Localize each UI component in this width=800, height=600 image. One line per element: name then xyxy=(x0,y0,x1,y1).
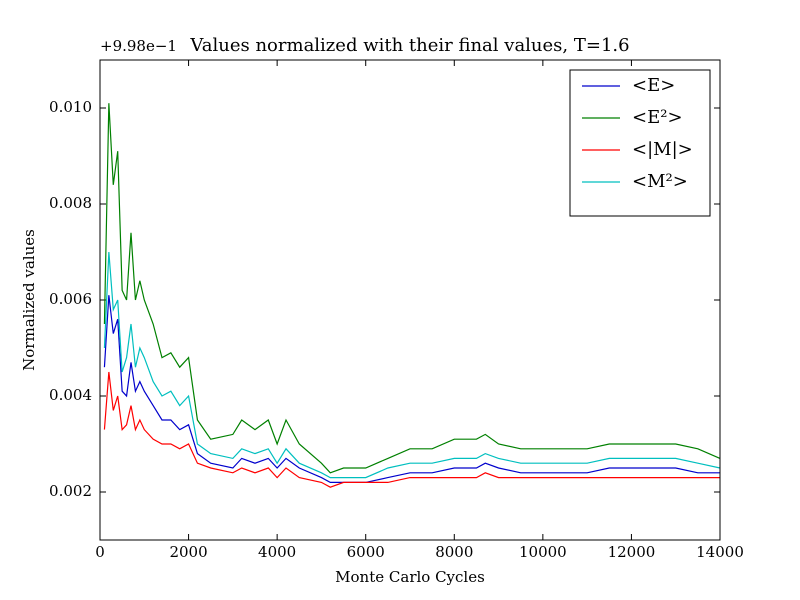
legend-label: <|M|> xyxy=(632,139,693,160)
y-tick-label: 0.010 xyxy=(49,98,92,116)
x-tick-label: 8000 xyxy=(435,543,473,561)
offset-label: +9.98e−1 xyxy=(100,37,177,55)
series-line xyxy=(103,103,721,474)
series-line xyxy=(103,295,720,483)
x-tick-label: 6000 xyxy=(347,543,385,561)
y-tick-label: 0.004 xyxy=(49,386,92,404)
x-tick-label: 4000 xyxy=(258,543,296,561)
y-tick-label: 0.008 xyxy=(49,194,92,212)
series-line xyxy=(103,371,720,488)
y-tick-label: 0.006 xyxy=(49,290,92,308)
legend-box xyxy=(569,69,711,217)
legend-label: <E²> xyxy=(632,107,683,128)
x-tick-label: 10000 xyxy=(519,543,567,561)
series-line xyxy=(103,251,721,479)
legend-label: <E> xyxy=(632,75,675,96)
x-tick-label: 0 xyxy=(95,543,105,561)
chart-title: Values normalized with their final value… xyxy=(189,35,629,56)
legend-label: <M²> xyxy=(632,171,688,192)
x-tick-label: 12000 xyxy=(608,543,656,561)
x-tick-label: 14000 xyxy=(696,543,744,561)
x-axis-label: Monte Carlo Cycles xyxy=(335,568,485,586)
y-axis-label: Normalized values xyxy=(20,229,38,371)
y-tick-label: 0.002 xyxy=(49,482,92,500)
plot-frame xyxy=(99,59,721,541)
x-tick-label: 2000 xyxy=(169,543,207,561)
